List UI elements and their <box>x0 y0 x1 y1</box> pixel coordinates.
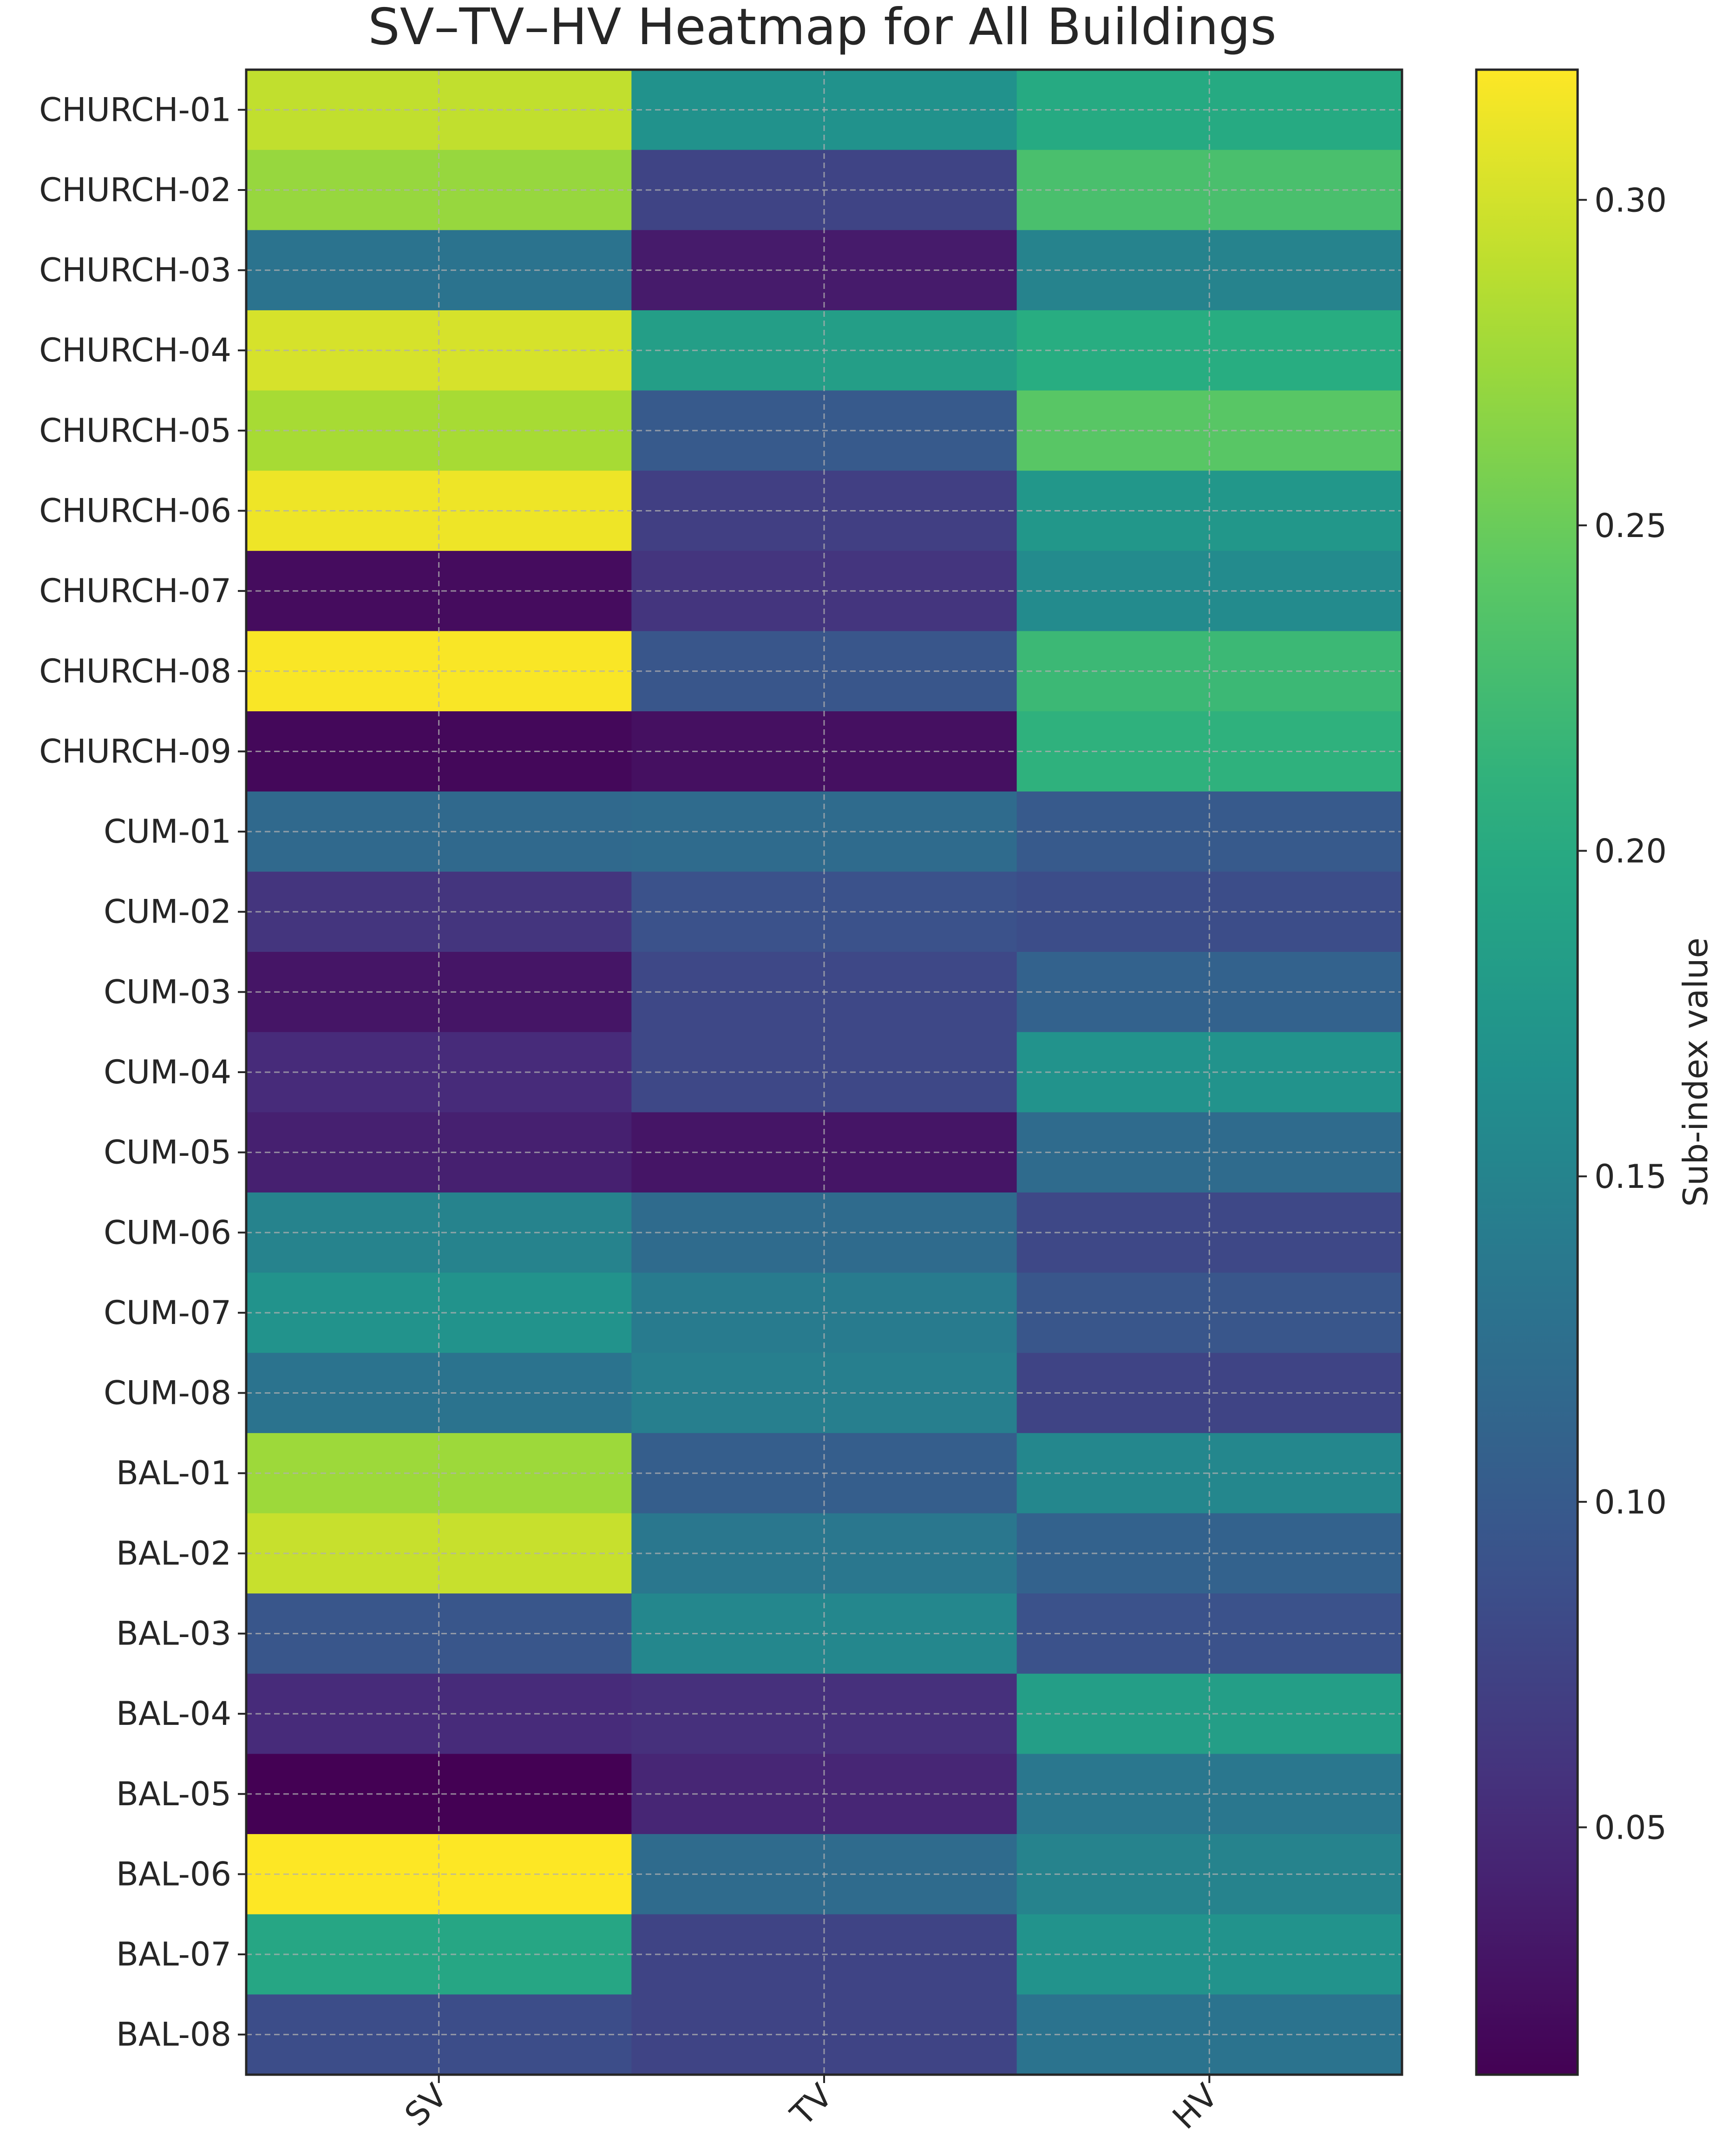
colorbar-tick-label: 0.30 <box>1594 181 1667 219</box>
y-tick-label: CUM-06 <box>104 1213 231 1251</box>
y-tick-label: BAL-02 <box>116 1534 231 1572</box>
y-tick-labels: CHURCH-01 CHURCH-02 CHURCH-03 CHURCH-04 CHUR… <box>39 91 246 2054</box>
colorbar-tick-label: 0.10 <box>1594 1483 1667 1521</box>
y-tick-label: BAL-04 <box>116 1695 231 1733</box>
y-tick-label: BAL-05 <box>116 1775 231 1813</box>
y-tick-label: CHURCH-07 <box>39 572 231 610</box>
y-tick-label: BAL-01 <box>116 1454 231 1492</box>
y-tick-label: BAL-08 <box>116 2016 231 2054</box>
x-tick-labels: SV TV HV <box>397 2075 1225 2136</box>
x-tick-label: SV <box>397 2077 454 2134</box>
y-tick-label: CHURCH-01 <box>39 91 231 129</box>
y-tick-label: BAL-06 <box>116 1855 231 1893</box>
colorbar-tick-label: 0.05 <box>1594 1809 1667 1847</box>
x-tick-label: HV <box>1165 2077 1225 2136</box>
colorbar-ticks: 0.05 0.10 0.15 0.20 0.25 0.30 <box>1578 181 1667 1847</box>
y-tick-label: CUM-02 <box>104 893 231 931</box>
y-tick-label: CHURCH-02 <box>39 171 231 209</box>
colorbar-tick-label: 0.25 <box>1594 507 1667 545</box>
y-tick-label: CUM-03 <box>104 973 231 1011</box>
colorbar-tick-label: 0.15 <box>1594 1158 1667 1196</box>
y-tick-label: CHURCH-05 <box>39 412 231 450</box>
colorbar-label: Sub-index value <box>1676 937 1715 1207</box>
y-tick-label: CHURCH-03 <box>39 251 231 289</box>
y-tick-label: CUM-08 <box>104 1374 231 1412</box>
y-tick-label: CUM-01 <box>104 812 231 851</box>
y-tick-label: CUM-07 <box>104 1294 231 1332</box>
grid-lines <box>246 70 1402 2075</box>
chart-title: SV–TV–HV Heatmap for All Buildings <box>368 0 1277 56</box>
x-tick-label: TV <box>783 2077 840 2134</box>
y-tick-label: CHURCH-09 <box>39 732 231 770</box>
y-tick-label: CHURCH-04 <box>39 331 231 369</box>
colorbar <box>1475 68 1579 2076</box>
y-tick-label: CHURCH-06 <box>39 492 231 530</box>
y-tick-label: CUM-05 <box>104 1133 231 1172</box>
colorbar-tick-label: 0.20 <box>1594 832 1667 871</box>
y-tick-label: BAL-07 <box>116 1935 231 1973</box>
y-tick-label: CHURCH-08 <box>39 652 231 690</box>
y-tick-label: CUM-04 <box>104 1053 231 1091</box>
y-tick-label: BAL-03 <box>116 1614 231 1652</box>
